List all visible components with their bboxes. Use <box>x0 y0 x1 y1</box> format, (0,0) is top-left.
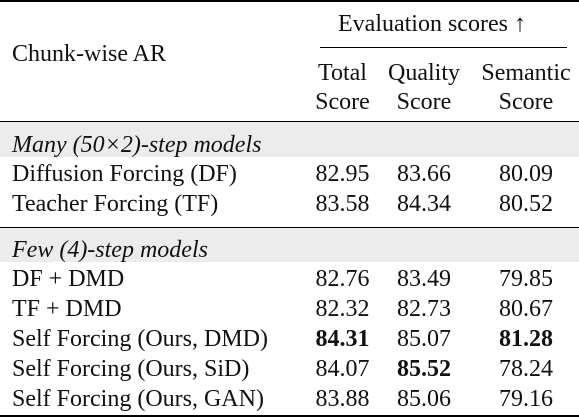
col-total-header-line2: Score <box>315 89 370 115</box>
col-semantic-header-line2: Score <box>498 89 554 115</box>
section-band <box>0 122 579 157</box>
table-row-name: Self Forcing (Ours, DMD) <box>12 326 268 352</box>
group-header: Evaluation scores ↑ <box>338 11 526 37</box>
section-title: Many (50×2)-step models <box>12 132 262 158</box>
table-cell-semantic: 79.16 <box>499 386 553 412</box>
table-cell-quality-best: 85.52 <box>397 356 451 382</box>
table-row-name: TF + DMD <box>12 296 122 322</box>
table-cell-semantic: 80.52 <box>499 191 553 217</box>
col-quality-header-line2: Score <box>396 89 452 115</box>
table-cell-quality: 83.66 <box>397 161 451 187</box>
col-quality-header-line1: Quality <box>388 60 460 86</box>
bottom-rule <box>0 415 579 417</box>
table-cell-semantic-best: 81.28 <box>499 326 553 352</box>
group-underline <box>320 47 567 48</box>
table-cell-quality: 85.07 <box>397 326 451 352</box>
table-row-name: DF + DMD <box>12 266 125 292</box>
col-total-header-line1: Total <box>318 60 367 86</box>
table-cell-total: 82.95 <box>315 161 370 187</box>
table-cell-semantic: 79.85 <box>499 266 553 292</box>
section-rule <box>0 227 579 228</box>
table-cell-total: 82.76 <box>315 266 370 292</box>
table-cell-total-best: 84.31 <box>315 326 370 352</box>
table-cell-quality: 83.49 <box>397 266 451 292</box>
table-cell-quality: 85.06 <box>397 386 451 412</box>
table-cell-total: 84.07 <box>315 356 370 382</box>
table-cell-total: 82.32 <box>315 296 370 322</box>
table-cell-total: 83.88 <box>315 386 370 412</box>
table-cell-quality: 82.73 <box>397 296 451 322</box>
table-row-name: Self Forcing (Ours, GAN) <box>12 386 264 412</box>
col-semantic-header-line1: Semantic <box>481 60 571 86</box>
row-label-header: Chunk-wise AR <box>12 41 167 67</box>
table-cell-quality: 84.34 <box>397 191 451 217</box>
table-cell-total: 83.58 <box>315 191 370 217</box>
header-rule <box>0 121 579 122</box>
top-rule <box>0 0 579 2</box>
table-cell-semantic: 80.67 <box>499 296 553 322</box>
section-band <box>0 228 579 262</box>
section-title: Few (4)-step models <box>12 237 208 263</box>
table-cell-semantic: 80.09 <box>499 161 553 187</box>
table-row-name: Diffusion Forcing (DF) <box>12 161 237 187</box>
table-row-name: Self Forcing (Ours, SiD) <box>12 356 250 382</box>
table-cell-semantic: 78.24 <box>499 356 553 382</box>
table-row-name: Teacher Forcing (TF) <box>12 191 219 217</box>
